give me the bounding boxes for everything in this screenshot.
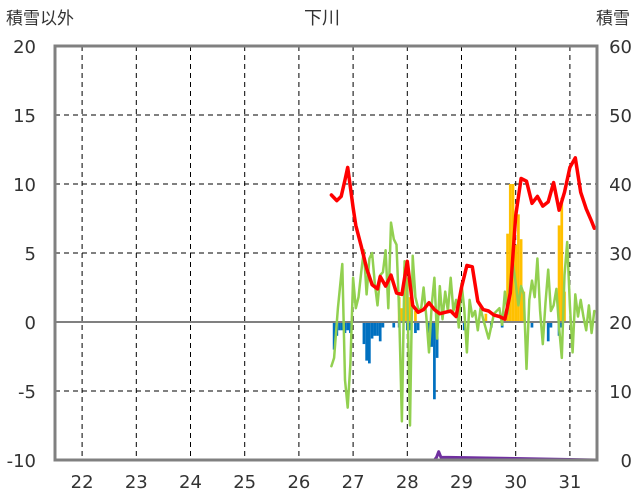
temperature-line [330, 221, 596, 427]
precip_negative-bar [381, 322, 385, 328]
x-tick: 24 [179, 472, 202, 493]
precip_negative-bar [378, 322, 382, 342]
snow_depth-line [329, 156, 597, 321]
precip_positive-bar [400, 308, 404, 322]
precip_negative-bar [370, 322, 374, 339]
precip_negative-bar [408, 322, 412, 331]
precip_negative-bar [346, 322, 350, 331]
y-right-tick-labels: 60 50 40 30 20 10 0 [609, 37, 632, 472]
chart-title: 下川 [304, 8, 340, 29]
precip_positive-bar [557, 225, 561, 322]
y-right-tick: 40 [609, 175, 632, 196]
precip_negative-bar [332, 322, 336, 350]
plot-frame [53, 44, 599, 462]
precip_negative-bar [416, 322, 420, 331]
precip_negative-bar [546, 322, 550, 342]
y-left-tick: 20 [13, 37, 36, 58]
x-tick: 22 [71, 472, 94, 493]
y-right-tick: 60 [609, 37, 632, 58]
precip_negative-bar [430, 322, 434, 347]
y-left-tick: 10 [13, 175, 36, 196]
y-right-tick: 30 [609, 244, 632, 265]
precip_positive-bar [408, 297, 412, 322]
y-left-axis-label: 積雪以外 [6, 9, 74, 29]
x-tick: 26 [287, 472, 310, 493]
y-left-tick: 0 [25, 313, 36, 334]
x-tick-labels: 22 23 24 25 26 27 28 29 30 31 [71, 472, 582, 493]
y-right-tick: 0 [621, 451, 632, 472]
x-tick: 23 [125, 472, 148, 493]
precip_positive-bar [560, 197, 564, 322]
precip_positive-bar [508, 184, 512, 322]
precip_positive-bar [517, 214, 520, 322]
precip_negative-bar [549, 322, 553, 328]
precip_positive-bar [506, 233, 509, 322]
series-lines [329, 156, 599, 462]
y-right-tick: 50 [609, 106, 632, 127]
x-tick: 29 [450, 472, 473, 493]
precip_negative-bar [362, 322, 366, 345]
x-tick: 30 [504, 472, 527, 493]
precip_negative-bar [376, 322, 379, 336]
precip_positive-bar [519, 239, 523, 322]
y-left-tick: -10 [7, 451, 36, 472]
y-right-axis-label: 積雪 [596, 9, 630, 29]
precip_negative-bar [392, 322, 396, 328]
precip_negative-bar [338, 322, 341, 331]
precip_negative-bar [435, 322, 439, 358]
precip_negative-bar [427, 322, 431, 334]
precip_positive-bar [414, 310, 417, 322]
precip_negative-bar [433, 322, 436, 400]
precip_positive-bar [484, 313, 488, 322]
x-tick: 28 [396, 472, 419, 493]
grid-lines [55, 46, 597, 460]
x-tick: 25 [233, 472, 256, 493]
precip_negative-bar [340, 322, 344, 331]
precip_negative-bar [373, 322, 377, 336]
x-tick: 27 [342, 472, 365, 493]
y-left-tick-labels: 20 15 10 5 0 -5 -10 [7, 37, 36, 472]
y-left-tick: -5 [18, 382, 36, 403]
precip_negative-bar [365, 322, 369, 361]
y-left-tick: 5 [25, 244, 36, 265]
precip_negative-bar [414, 322, 417, 334]
y-left-tick: 15 [13, 106, 36, 127]
precip_negative-bar [368, 322, 371, 364]
precip_negative-bar [530, 322, 534, 328]
x-tick: 31 [558, 472, 581, 493]
y-right-tick: 20 [609, 313, 632, 334]
y-right-tick: 10 [609, 382, 632, 403]
